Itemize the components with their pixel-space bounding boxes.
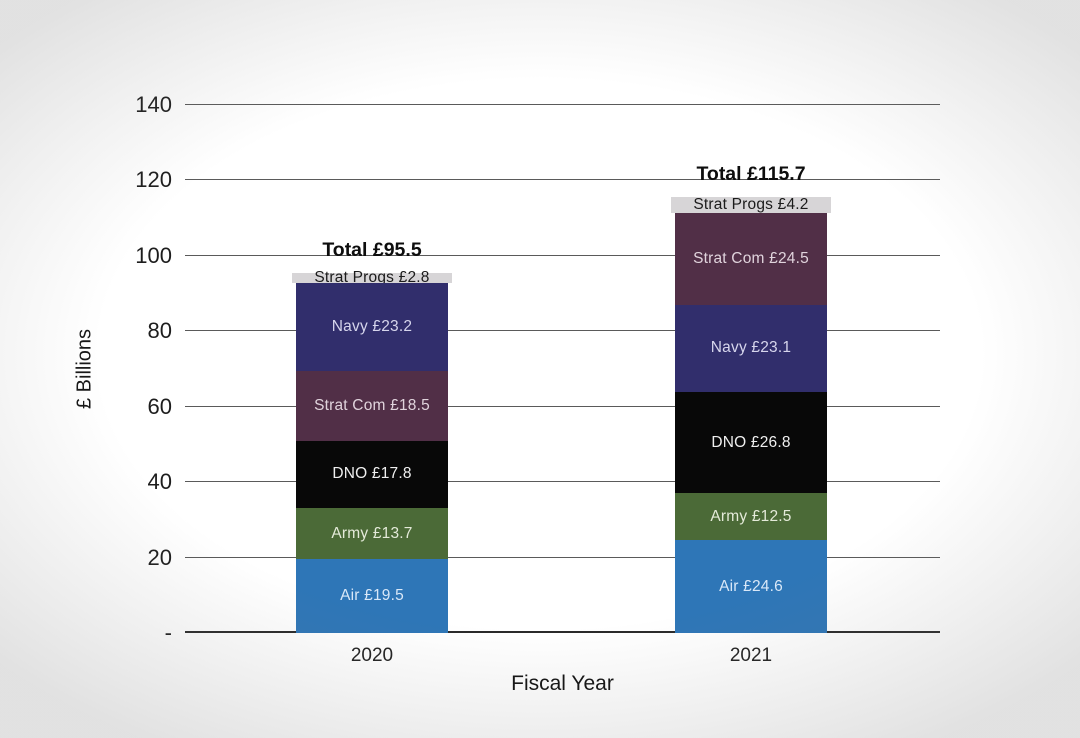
stacked-bar-2021: Air £24.6 Army £12.5 DNO £26.8 Navy £23.1 St… xyxy=(671,163,831,633)
y-tick-label: 120 xyxy=(135,167,172,193)
plot-area: Air £19.5 Army £13.7 DNO £17.8 Strat Com £1… xyxy=(185,104,940,633)
y-tick-label: - xyxy=(164,620,172,645)
bar-segment-army: Army £12.5 xyxy=(675,493,827,541)
y-tick-label: 80 xyxy=(147,318,172,344)
bar-segment-dno: DNO £17.8 xyxy=(296,440,448,508)
y-tick-label: 20 xyxy=(147,544,172,570)
bar-total-label: Total £95.5 xyxy=(322,238,422,261)
bar-segment-air: Air £19.5 xyxy=(296,559,448,633)
gridline xyxy=(185,104,940,105)
gridline xyxy=(185,254,940,256)
bar-segment-strat-progs: Strat Progs £4.2 xyxy=(671,196,831,213)
bar-segment-strat-com: Strat Com £24.5 xyxy=(675,212,827,305)
x-tick-label: 2020 xyxy=(350,645,394,666)
gridline xyxy=(185,405,940,407)
bar-segment-strat-progs: Strat Progs £2.8 xyxy=(292,269,452,286)
y-tick-label: 100 xyxy=(135,242,172,268)
gridline xyxy=(185,330,940,332)
y-tick-label: 60 xyxy=(147,393,172,419)
bar-stack: Air £24.6 Army £12.5 DNO £26.8 Navy £23.1 St… xyxy=(671,196,831,633)
y-tick-label: 40 xyxy=(147,469,172,495)
x-axis-title: Fiscal Year xyxy=(511,672,614,695)
gridline xyxy=(185,481,940,483)
bar-stack: Air £19.5 Army £13.7 DNO £17.8 Strat Com £1… xyxy=(292,269,452,633)
bar-segment-army: Army £13.7 xyxy=(296,507,448,560)
stacked-bar-2020: Air £19.5 Army £13.7 DNO £17.8 Strat Com £1… xyxy=(292,239,452,633)
gridline xyxy=(185,556,940,558)
bar-total-label: Total £115.7 xyxy=(696,162,806,185)
bar-segment-dno: DNO £26.8 xyxy=(675,392,827,494)
bar-segment-strat-com: Strat Com £18.5 xyxy=(296,370,448,441)
bar-segment-air: Air £24.6 xyxy=(675,540,827,633)
x-tick-label: 2021 xyxy=(729,645,773,666)
x-axis-line xyxy=(185,631,940,633)
y-tick-label: 140 xyxy=(135,92,172,117)
y-axis-tick-labels: - 20 40 60 80 100 120 140 xyxy=(58,92,172,645)
bar-segment-navy: Navy £23.1 xyxy=(675,304,827,393)
bar-segment-navy: Navy £23.2 xyxy=(296,283,448,371)
gridline xyxy=(185,179,940,181)
